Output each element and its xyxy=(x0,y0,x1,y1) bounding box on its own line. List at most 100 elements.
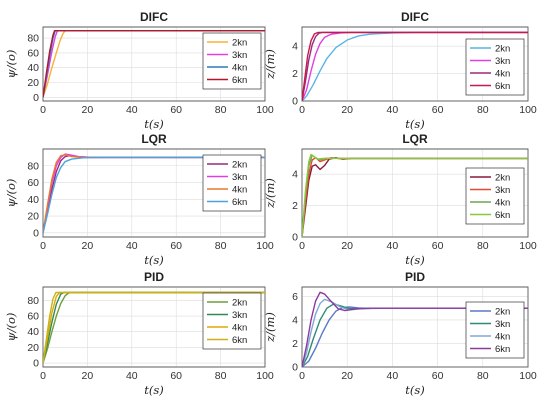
y-tick-label: 40 xyxy=(27,194,39,206)
y-tick-label: 80 xyxy=(27,160,39,172)
legend-label: 2kn xyxy=(495,172,510,183)
series-line-6kn xyxy=(43,156,265,233)
x-tick-label: 0 xyxy=(299,240,305,252)
legend-label: 3kn xyxy=(232,50,247,61)
x-tick-label: 40 xyxy=(126,370,138,382)
series-line-6kn xyxy=(43,30,265,98)
y-tick-label: 60 xyxy=(27,47,39,59)
x-tick-label: 0 xyxy=(40,370,46,382)
x-tick-label: 60 xyxy=(170,370,182,382)
y-tick-label: 60 xyxy=(27,311,39,323)
y-axis-label: ψ/(o) xyxy=(4,313,18,342)
chart-title: LQR xyxy=(141,132,167,146)
legend-label: 3kn xyxy=(495,56,510,67)
chart-title: LQR xyxy=(402,132,428,146)
plot-border xyxy=(42,26,266,102)
x-tick-label: 40 xyxy=(387,370,399,382)
x-tick-label: 100 xyxy=(519,370,537,382)
y-tick-label: 40 xyxy=(27,326,39,338)
x-tick-label: 60 xyxy=(432,240,444,252)
legend-label: 4kn xyxy=(232,62,247,73)
y-tick-label: 0 xyxy=(292,96,298,108)
series-line-6kn xyxy=(302,153,528,237)
x-tick-label: 20 xyxy=(82,240,94,252)
legend-label: 4kn xyxy=(232,184,247,195)
x-tick-label: 60 xyxy=(432,370,444,382)
legend-label: 3kn xyxy=(232,172,247,183)
chart-title: DIFC xyxy=(140,10,168,24)
legend-label: 4kn xyxy=(232,322,247,333)
legend-label: 6kn xyxy=(232,197,247,208)
x-axis-label: t(s) xyxy=(405,253,425,267)
x-axis-label: t(s) xyxy=(405,383,425,397)
x-tick-label: 20 xyxy=(341,240,353,252)
x-tick-label: 20 xyxy=(341,104,353,116)
legend-label: 4kn xyxy=(495,197,510,208)
plot-border xyxy=(301,286,529,368)
x-axis-label: t(s) xyxy=(144,383,164,397)
x-tick-label: 0 xyxy=(299,104,305,116)
plot-border xyxy=(42,148,266,238)
x-tick-label: 80 xyxy=(477,104,489,116)
y-tick-label: 60 xyxy=(27,177,39,189)
y-tick-label: 20 xyxy=(27,77,39,89)
x-tick-label: 20 xyxy=(82,104,94,116)
x-tick-label: 60 xyxy=(170,104,182,116)
x-tick-label: 0 xyxy=(299,370,305,382)
series-line-6kn xyxy=(43,291,265,364)
y-axis-label: z/(m) xyxy=(263,312,277,343)
legend-label: 2kn xyxy=(495,306,510,317)
plot-border xyxy=(301,148,529,238)
y-axis-label: z/(m) xyxy=(263,178,277,209)
series-line-6kn xyxy=(302,31,528,101)
y-tick-label: 2 xyxy=(292,200,298,212)
y-tick-label: 80 xyxy=(27,33,39,45)
legend-label: 2kn xyxy=(495,43,510,54)
x-tick-label: 20 xyxy=(341,370,353,382)
y-tick-label: 2 xyxy=(292,338,298,350)
x-tick-label: 100 xyxy=(256,240,274,252)
legend-label: 4kn xyxy=(495,331,510,342)
x-tick-label: 100 xyxy=(256,104,274,116)
x-tick-label: 0 xyxy=(40,240,46,252)
y-axis-label: ψ/(o) xyxy=(4,50,18,79)
y-tick-label: 0 xyxy=(33,227,39,239)
legend-label: 2kn xyxy=(232,37,247,48)
y-tick-label: 80 xyxy=(27,295,39,307)
x-tick-label: 80 xyxy=(477,240,489,252)
legend-label: 6kn xyxy=(232,75,247,86)
x-tick-label: 60 xyxy=(170,240,182,252)
plot-border xyxy=(42,286,266,368)
y-axis-label: ψ/(o) xyxy=(4,179,18,208)
x-tick-label: 40 xyxy=(126,240,138,252)
legend-label: 6kn xyxy=(232,335,247,346)
legend-label: 3kn xyxy=(495,185,510,196)
x-axis-label: t(s) xyxy=(144,253,164,267)
y-tick-label: 4 xyxy=(292,314,298,326)
legend-label: 6kn xyxy=(495,81,510,92)
x-tick-label: 80 xyxy=(215,240,227,252)
x-tick-label: 0 xyxy=(40,104,46,116)
x-tick-label: 60 xyxy=(432,104,444,116)
y-axis-label: z/(m) xyxy=(263,49,277,80)
plot-border xyxy=(301,26,529,102)
y-tick-label: 0 xyxy=(292,362,298,374)
legend-label: 2kn xyxy=(232,159,247,170)
y-tick-label: 0 xyxy=(292,232,298,244)
legend-label: 3kn xyxy=(232,310,247,321)
legend-label: 6kn xyxy=(495,210,510,221)
chart-title: PID xyxy=(405,270,425,284)
legend-label: 6kn xyxy=(495,344,510,355)
y-tick-label: 20 xyxy=(27,342,39,354)
